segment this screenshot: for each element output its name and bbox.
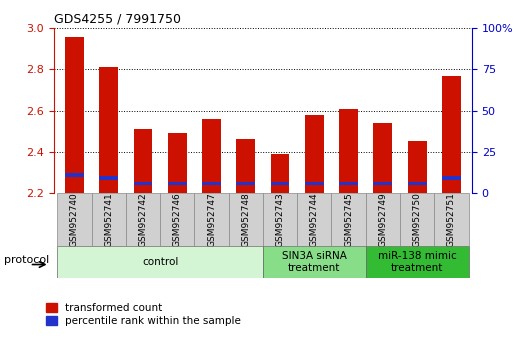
Bar <box>160 193 194 246</box>
Text: GSM952740: GSM952740 <box>70 192 79 247</box>
Bar <box>236 139 255 193</box>
Text: GSM952745: GSM952745 <box>344 192 353 247</box>
Bar <box>100 67 118 193</box>
Bar <box>57 193 91 246</box>
Bar <box>236 182 255 185</box>
Bar <box>305 115 324 193</box>
Text: GSM952750: GSM952750 <box>412 192 422 247</box>
Text: GSM952742: GSM952742 <box>139 192 147 247</box>
Bar <box>126 193 160 246</box>
Text: GSM952751: GSM952751 <box>447 192 456 247</box>
Text: GSM952743: GSM952743 <box>275 192 285 247</box>
Bar <box>263 246 366 278</box>
Bar <box>263 193 297 246</box>
Bar <box>194 193 229 246</box>
Text: GSM952747: GSM952747 <box>207 192 216 247</box>
Bar <box>133 182 152 185</box>
Bar <box>339 182 358 185</box>
Bar <box>168 182 187 185</box>
Bar <box>442 76 461 193</box>
Legend: transformed count, percentile rank within the sample: transformed count, percentile rank withi… <box>46 303 241 326</box>
Bar <box>271 182 289 185</box>
Bar <box>408 182 426 185</box>
Text: GDS4255 / 7991750: GDS4255 / 7991750 <box>54 13 181 26</box>
Bar <box>229 193 263 246</box>
Text: GSM952744: GSM952744 <box>310 192 319 247</box>
Bar <box>442 177 461 180</box>
Text: protocol: protocol <box>4 255 50 266</box>
Bar <box>65 173 84 177</box>
Bar <box>168 133 187 193</box>
Bar <box>373 123 392 193</box>
Bar <box>339 109 358 193</box>
Bar <box>331 193 366 246</box>
Bar <box>408 142 426 193</box>
Text: GSM952746: GSM952746 <box>173 192 182 247</box>
Text: GSM952748: GSM952748 <box>241 192 250 247</box>
Bar <box>57 246 263 278</box>
Text: SIN3A siRNA
treatment: SIN3A siRNA treatment <box>282 251 347 273</box>
Bar <box>305 182 324 185</box>
Bar <box>65 36 84 193</box>
Bar <box>202 119 221 193</box>
Text: control: control <box>142 257 179 267</box>
Bar <box>133 129 152 193</box>
Bar <box>366 246 468 278</box>
Bar <box>100 176 118 179</box>
Bar <box>202 182 221 185</box>
Bar <box>435 193 468 246</box>
Text: GSM952749: GSM952749 <box>379 192 387 247</box>
Text: GSM952741: GSM952741 <box>104 192 113 247</box>
Text: miR-138 mimic
treatment: miR-138 mimic treatment <box>378 251 457 273</box>
Bar <box>297 193 331 246</box>
Bar <box>271 154 289 193</box>
Bar <box>91 193 126 246</box>
Bar <box>400 193 435 246</box>
Bar <box>373 182 392 185</box>
Bar <box>366 193 400 246</box>
